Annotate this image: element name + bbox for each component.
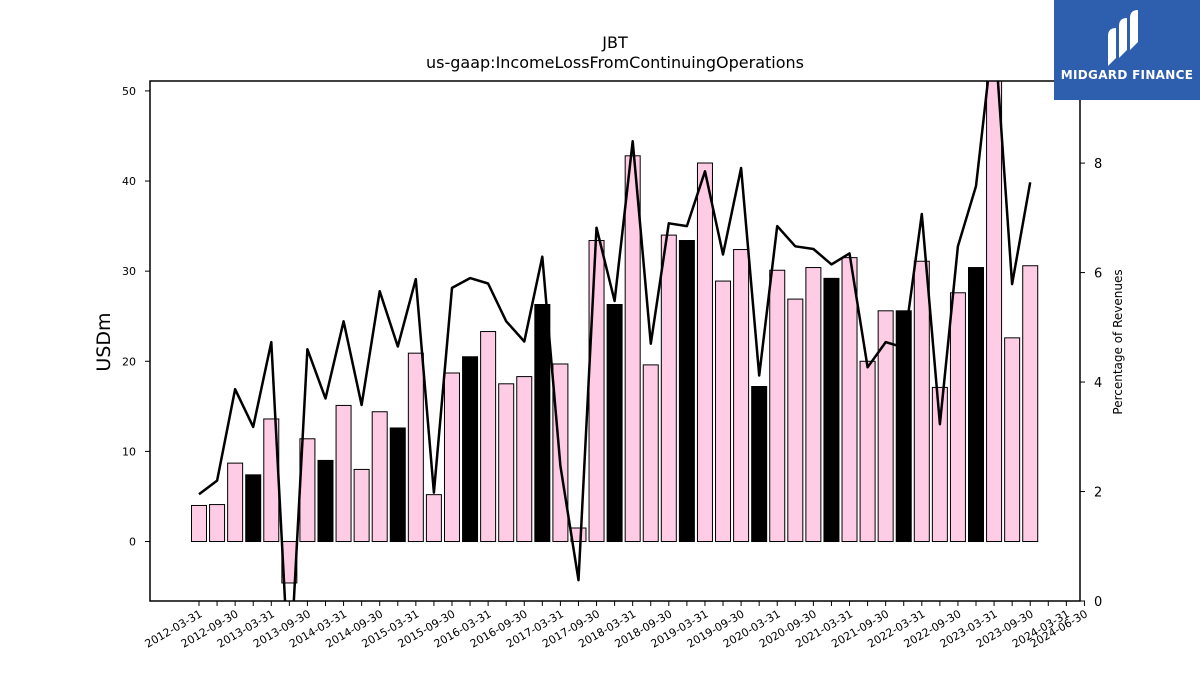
y2-tick-label: 8: [1094, 157, 1102, 172]
midgard-finance-logo: MIDGARD FINANCE: [1054, 0, 1200, 100]
bar: [986, 81, 1003, 543]
bar: [516, 376, 533, 543]
bar: [841, 257, 858, 543]
bar: [642, 364, 659, 543]
chart-title: JBT: [601, 33, 628, 52]
y-axis-label: USDm: [93, 312, 115, 371]
bar: [245, 474, 262, 543]
bar: [534, 304, 551, 543]
logo-text: MIDGARD FINANCE: [1060, 68, 1194, 82]
bar: [480, 331, 497, 543]
bar: [715, 280, 732, 543]
y-tick-label: 50: [122, 85, 136, 98]
line-series-percentage-of-revenues: [198, 81, 1032, 601]
bar: [425, 494, 442, 543]
y2-tick-label: 4: [1094, 376, 1102, 391]
logo-mark-icon: [1108, 10, 1138, 70]
bar: [823, 277, 840, 543]
y-tick-label: 30: [122, 265, 136, 278]
y2-axis-label: Percentage of Revenues: [1111, 269, 1125, 414]
bar: [389, 427, 406, 543]
bar: [678, 240, 695, 543]
plot-area: 01020304050024682012-03-312012-09-302013…: [122, 80, 1102, 651]
y2-tick-label: 2: [1094, 486, 1102, 501]
bar: [227, 462, 244, 543]
bar: [1022, 265, 1039, 543]
chart-subtitle: us-gaap:IncomeLossFromContinuingOperatio…: [426, 53, 804, 72]
bar: [769, 269, 786, 543]
bar: [624, 155, 641, 543]
y-tick-label: 0: [129, 536, 136, 549]
bar: [733, 249, 750, 543]
bar: [606, 304, 623, 543]
bar: [588, 240, 605, 543]
y2-tick-label: 0: [1094, 595, 1102, 610]
y-tick-label: 10: [122, 445, 136, 458]
series-layer: [191, 81, 1039, 601]
bar: [877, 310, 894, 543]
bar: [209, 504, 226, 543]
bar: [895, 310, 912, 543]
bar: [949, 292, 966, 543]
bar: [859, 360, 876, 543]
bar: [317, 459, 334, 543]
y-tick-label: 40: [122, 175, 136, 188]
bar: [787, 298, 804, 543]
bar: [371, 411, 388, 543]
bar: [407, 352, 424, 543]
bar: [751, 386, 768, 543]
bar: [462, 356, 479, 543]
bar: [931, 386, 948, 543]
bar: [335, 404, 352, 543]
bar: [913, 260, 930, 543]
bar: [353, 468, 370, 543]
y2-tick-label: 6: [1094, 267, 1102, 282]
bar: [1004, 337, 1021, 543]
bar: [660, 234, 677, 543]
bar: [968, 267, 985, 543]
bar: [443, 372, 460, 543]
bar: [191, 504, 207, 543]
bar: [805, 267, 822, 543]
bar: [696, 162, 713, 543]
y-tick-label: 20: [122, 355, 136, 368]
bar: [498, 383, 515, 543]
